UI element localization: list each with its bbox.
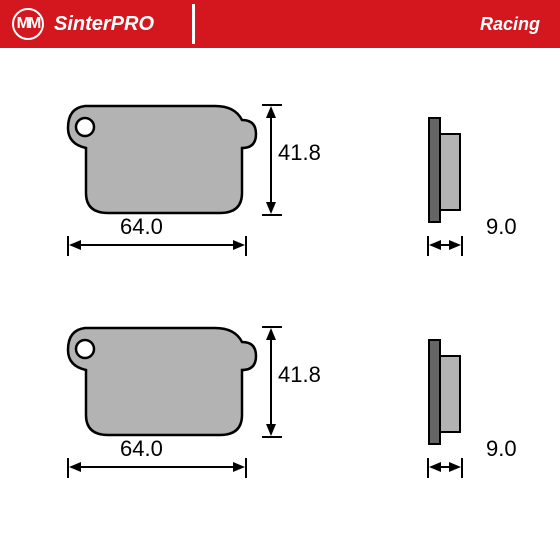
logo-icon: MM xyxy=(12,8,44,40)
brand-name: SinterPRO xyxy=(54,13,154,36)
dimension-value: 41.8 xyxy=(278,140,321,166)
category-label: Racing xyxy=(480,14,540,35)
header-bar: MM SinterPRO Racing xyxy=(0,0,560,48)
logo-area: MM SinterPRO xyxy=(0,0,172,48)
brake-pad-face xyxy=(60,320,260,445)
dimension-value: 64.0 xyxy=(120,214,163,240)
brake-pad-face xyxy=(60,98,260,223)
brake-pad-profile xyxy=(425,116,465,226)
logo-text: MM xyxy=(17,15,40,33)
dimension-value: 41.8 xyxy=(278,362,321,388)
dimension-value: 9.0 xyxy=(486,436,517,462)
brake-pad-profile xyxy=(425,338,465,448)
header-right: Racing xyxy=(195,0,560,48)
dimension-value: 64.0 xyxy=(120,436,163,462)
technical-diagram: 64.0 41.8 9.0 64.0 41.8 xyxy=(0,48,560,560)
dimension-value: 9.0 xyxy=(486,214,517,240)
